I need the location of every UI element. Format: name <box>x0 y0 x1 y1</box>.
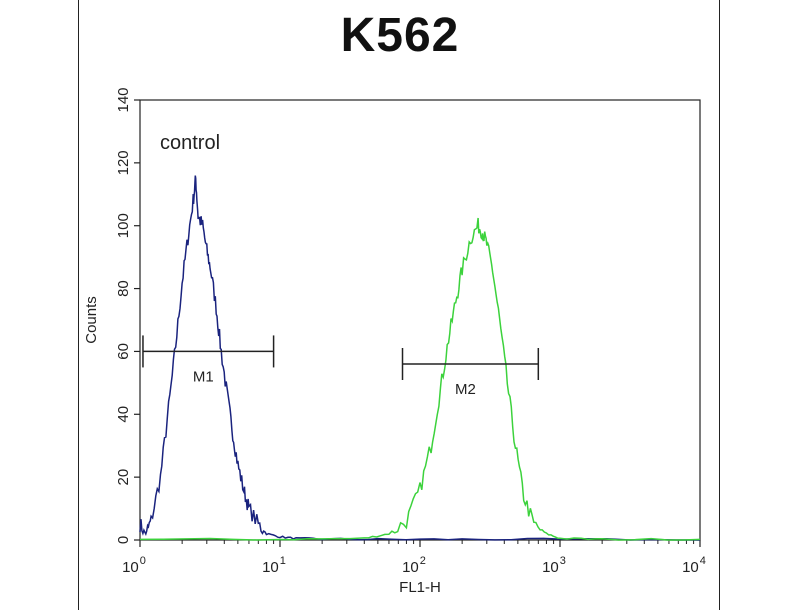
x-tick-label: 102 <box>402 555 426 576</box>
series-line-2 <box>139 217 701 541</box>
gate-markers: M1 M2 <box>142 335 540 398</box>
y-tick-label: 100 <box>115 213 132 238</box>
x-axis-ticks: 100 101 102 103 104 <box>122 540 706 576</box>
x-tick-label: 104 <box>682 555 706 576</box>
y-axis-ticks: 0 20 40 60 80 100 120 140 <box>115 87 140 544</box>
data-series <box>139 175 701 541</box>
control-annotation: control <box>160 132 220 154</box>
figure-frame <box>78 0 720 610</box>
x-tick-exponent: 1 <box>280 555 286 567</box>
x-axis-label: FL1-H <box>399 579 441 596</box>
x-tick-exponent: 0 <box>140 555 146 567</box>
plot-area <box>139 99 701 541</box>
x-tick-exponent: 4 <box>700 555 706 567</box>
x-tick-exponent: 2 <box>420 555 426 567</box>
y-tick-label: 0 <box>115 536 132 544</box>
x-tick-label: 103 <box>542 555 566 576</box>
marker-label: M2 <box>455 381 476 398</box>
marker-label: M1 <box>193 368 214 385</box>
y-tick-label: 60 <box>115 343 132 360</box>
x-tick-exponent: 3 <box>560 555 566 567</box>
y-tick-label: 40 <box>115 406 132 423</box>
y-tick-label: 140 <box>115 87 132 112</box>
y-tick-label: 80 <box>115 280 132 297</box>
y-tick-label: 120 <box>115 150 132 175</box>
x-tick-label: 101 <box>262 555 286 576</box>
y-tick-label: 20 <box>115 469 132 486</box>
y-axis-label: Counts <box>83 296 100 344</box>
x-tick-label: 100 <box>122 555 146 576</box>
chart-title: K562 <box>340 9 460 62</box>
series-line-1 <box>139 175 700 541</box>
